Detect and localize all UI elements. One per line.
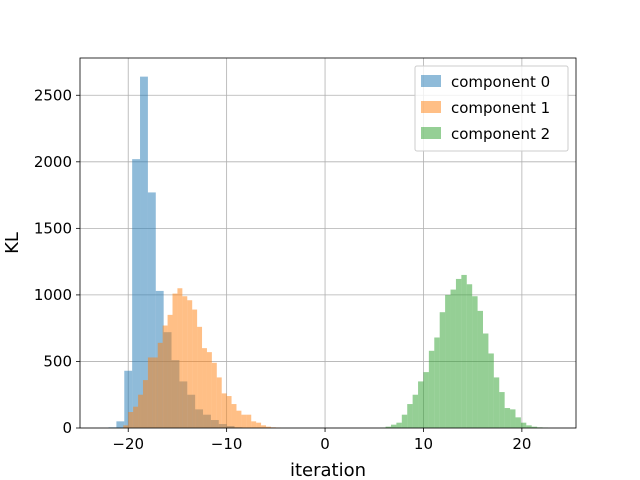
histogram-bar-series-2	[493, 377, 500, 428]
histogram-bar-series-2	[412, 394, 419, 428]
histogram-bar-series-1	[187, 300, 193, 428]
histogram-bar-series-1	[192, 309, 198, 428]
y-tick-label: 1500	[34, 219, 72, 237]
y-tick-label: 0	[62, 419, 72, 437]
histogram-bar-series-1	[261, 425, 266, 428]
histogram-bar-series-1	[128, 412, 134, 428]
histogram-bar-series-2	[504, 408, 511, 428]
histogram-bar-series-2	[520, 422, 527, 428]
histogram-bar-series-1	[142, 380, 148, 428]
histogram-bar-series-1	[231, 404, 237, 428]
histogram-bar-series-2	[526, 425, 532, 428]
legend-label: component 2	[451, 125, 550, 143]
histogram-bar-series-2	[385, 426, 391, 428]
histogram-bar-series-2	[472, 296, 478, 428]
histogram-bar-series-1	[177, 288, 183, 428]
legend-box	[414, 65, 569, 152]
histogram-bar-series-2	[515, 417, 521, 428]
y-tick-label: 500	[43, 352, 72, 370]
histogram-bar-series-2	[455, 278, 462, 428]
histogram-bar-series-1	[147, 357, 153, 428]
histogram-bar-series-1	[138, 394, 143, 428]
histogram-bar-series-2	[466, 284, 473, 428]
histogram-bar-series-1	[256, 422, 262, 428]
y-axis-title: KL	[2, 232, 23, 254]
histogram-bar-series-2	[510, 409, 516, 428]
y-tick-label: 2000	[34, 153, 72, 171]
histogram-bar-series-0	[116, 421, 125, 428]
legend-swatch	[421, 127, 441, 139]
legend-swatch	[421, 101, 441, 113]
histogram-bar-series-2	[396, 422, 402, 428]
x-tick-label: 10	[414, 435, 433, 453]
histogram-bar-series-0	[132, 159, 141, 429]
legend-swatch	[421, 75, 441, 87]
histogram-bar-series-2	[450, 289, 456, 428]
y-tick-label: 2500	[34, 86, 72, 104]
histogram-bar-series-1	[123, 425, 129, 428]
histogram-bar-series-1	[167, 314, 173, 428]
histogram-bar-series-1	[251, 421, 257, 428]
histogram-bar-series-2	[531, 426, 538, 428]
histogram-bar-series-2	[401, 414, 408, 428]
histogram-bar-series-2	[434, 337, 440, 428]
histogram-bar-series-1	[182, 296, 188, 428]
histogram-bar-series-2	[488, 353, 494, 428]
x-tick-label: −20	[112, 435, 144, 453]
legend-label: component 0	[451, 73, 550, 91]
histogram-bar-series-2	[428, 350, 435, 428]
histogram-bar-series-1	[157, 342, 163, 428]
plot-frame	[79, 57, 577, 429]
histogram-bar-series-2	[407, 404, 413, 428]
histogram-bar-series-1	[266, 426, 271, 428]
histogram-bar-series-1	[197, 326, 203, 428]
legend: component 0 component 1 component 2	[414, 65, 569, 152]
histogram-bar-series-0	[140, 76, 148, 429]
histogram-bar-series-1	[206, 352, 212, 428]
histogram-bar-series-2	[461, 274, 467, 428]
histogram-bar-series-0	[147, 192, 156, 428]
histogram-bar-series-2	[483, 333, 489, 428]
histogram-bars	[108, 76, 548, 429]
x-tick-label: −10	[211, 435, 243, 453]
histogram-bar-series-2	[477, 310, 483, 428]
histogram-bar-series-1	[152, 357, 158, 428]
histogram-bar-series-2	[439, 312, 446, 428]
x-axis-title: iteration	[290, 460, 366, 480]
histogram-bar-series-2	[390, 424, 397, 428]
histogram-bar-series-2	[499, 392, 505, 428]
histogram-bar-series-1	[246, 414, 252, 428]
histogram-bar-series-2	[418, 381, 424, 428]
histogram-bar-series-2	[445, 294, 451, 428]
histogram-bar-series-1	[216, 377, 222, 428]
histogram-bar-series-1	[162, 325, 168, 428]
histogram-bar-series-1	[226, 396, 232, 428]
histogram-bar-series-1	[202, 348, 207, 428]
y-tick-label: 1000	[34, 286, 72, 304]
histogram-bar-series-1	[172, 293, 178, 428]
histogram-bar-series-1	[133, 406, 139, 428]
histogram-bar-series-0	[124, 370, 133, 428]
x-tick-label: 20	[512, 435, 531, 453]
histogram-bar-series-1	[211, 362, 217, 428]
histogram-bar-series-1	[241, 414, 247, 428]
histogram-bar-series-2	[423, 372, 429, 428]
y-axis-ticks: 0 500 1000 1500 2000 2500	[34, 86, 80, 437]
histogram-bar-series-1	[221, 393, 227, 428]
x-tick-label: 0	[320, 435, 330, 453]
x-axis-ticks: −20 −10 0 10 20	[112, 428, 531, 453]
histogram-bar-series-1	[236, 410, 242, 428]
legend-label: component 1	[451, 99, 550, 117]
